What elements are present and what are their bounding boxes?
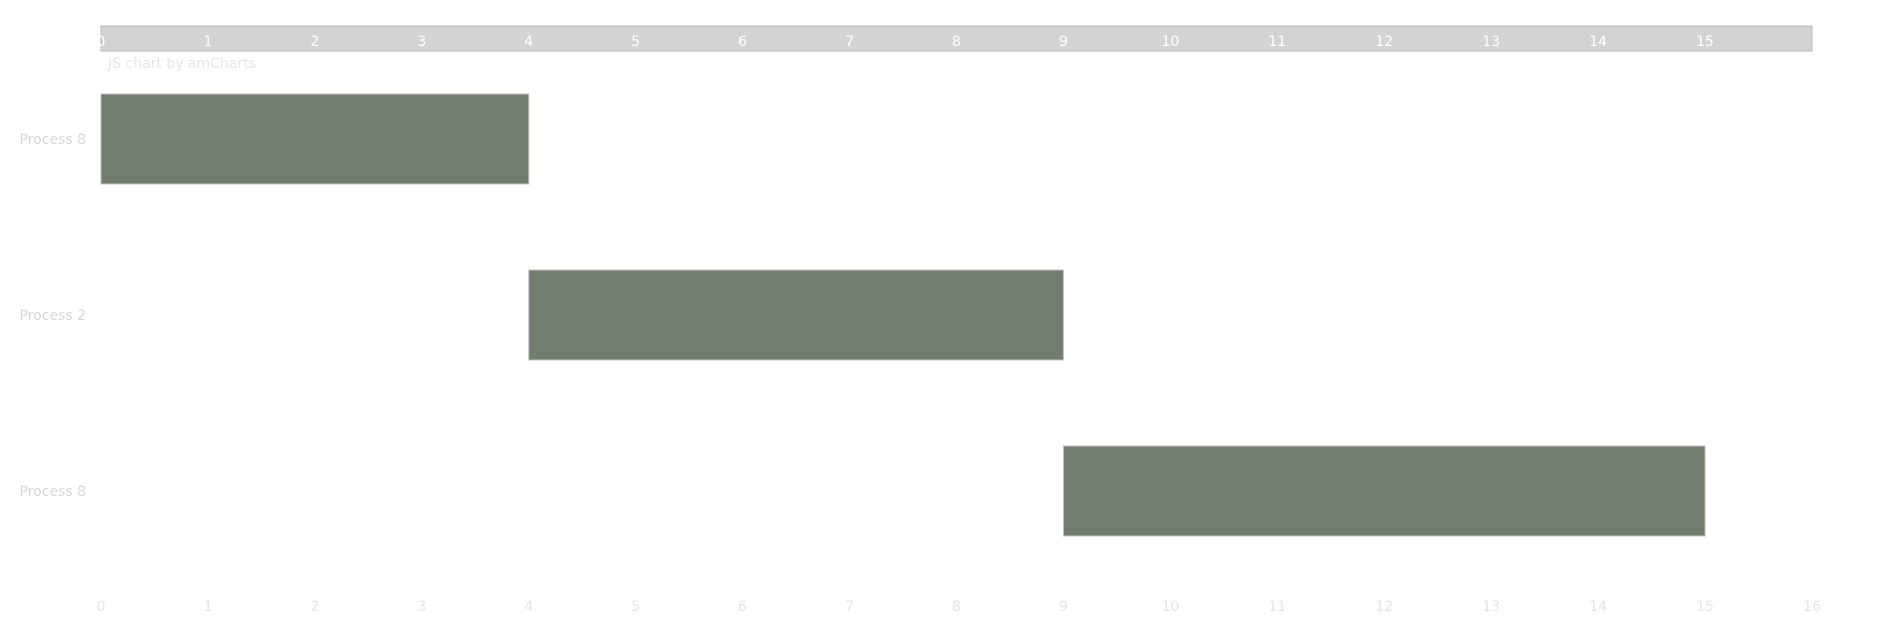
x-axis-tick-label: 2	[310, 599, 319, 615]
category-label: Process 8	[20, 132, 86, 148]
scrollbar-tick-label: 10	[1161, 34, 1179, 50]
gantt-bar[interactable]	[100, 93, 530, 185]
scrollbar-tick-label: 12	[1375, 34, 1393, 50]
chart-scrollbar[interactable]: 0 1 2 3 4 5 6 7 8 9 10 11 12 13 14 15	[97, 25, 1813, 52]
x-axis-tick-label: 14	[1589, 599, 1607, 615]
category-label: Process 2	[20, 308, 86, 324]
x-axis-tick-label: 13	[1482, 599, 1500, 615]
x-axis-tick-label: 5	[631, 599, 640, 615]
x-axis-tick-label: 1	[203, 599, 212, 615]
scrollbar-tick-label: 2	[310, 34, 319, 50]
scrollbar-tick-label: 11	[1268, 34, 1286, 50]
scrollbar-tick-label: 9	[1059, 34, 1068, 50]
x-axis-tick-label: 7	[845, 599, 854, 615]
scrollbar-tick-label: 7	[845, 34, 854, 50]
scrollbar-tick-label: 5	[631, 34, 640, 50]
scrollbar-tick-label: 14	[1589, 34, 1607, 50]
scrollbar-tick-label: 15	[1696, 34, 1714, 50]
gantt-bar[interactable]	[1062, 445, 1706, 537]
category-label: Process 8	[20, 484, 86, 500]
gantt-bar[interactable]	[528, 269, 1064, 361]
x-axis-tick-label: 4	[524, 599, 533, 615]
scrollbar-tick-label: 13	[1482, 34, 1500, 50]
scrollbar-tick-label: 3	[417, 34, 426, 50]
x-axis-tick-label: 6	[738, 599, 747, 615]
scrollbar-tick-label: 8	[952, 34, 961, 50]
scrollbar-tick-label: 0	[97, 34, 106, 50]
bars-group	[100, 93, 1706, 537]
x-axis-tick-label: 0	[97, 599, 106, 615]
chart-credit[interactable]: JS chart by amCharts	[107, 56, 256, 72]
scrollbar-tick-label: 1	[203, 34, 212, 50]
x-axis-tick-label: 10	[1161, 599, 1179, 615]
x-axis-tick-label: 8	[952, 599, 961, 615]
x-axis-tick-label: 9	[1059, 599, 1068, 615]
scrollbar-tick-labels: 0 1 2 3 4 5 6 7 8 9 10 11 12 13 14 15	[97, 34, 1714, 50]
scrollbar-tick-label: 4	[524, 34, 533, 50]
category-labels: Process 8 Process 2 Process 8	[20, 132, 86, 500]
x-axis-tick-labels: 0 1 2 3 4 5 6 7 8 9 10 11 12 13 14 15 16	[97, 599, 1821, 615]
scrollbar-tick-label: 6	[738, 34, 747, 50]
x-axis-tick-label: 16	[1803, 599, 1821, 615]
x-axis-tick-label: 11	[1268, 599, 1286, 615]
scrollbar-track[interactable]	[100, 25, 1813, 52]
x-axis-tick-label: 15	[1696, 599, 1714, 615]
x-axis-tick-label: 3	[417, 599, 426, 615]
x-axis-tick-label: 12	[1375, 599, 1393, 615]
